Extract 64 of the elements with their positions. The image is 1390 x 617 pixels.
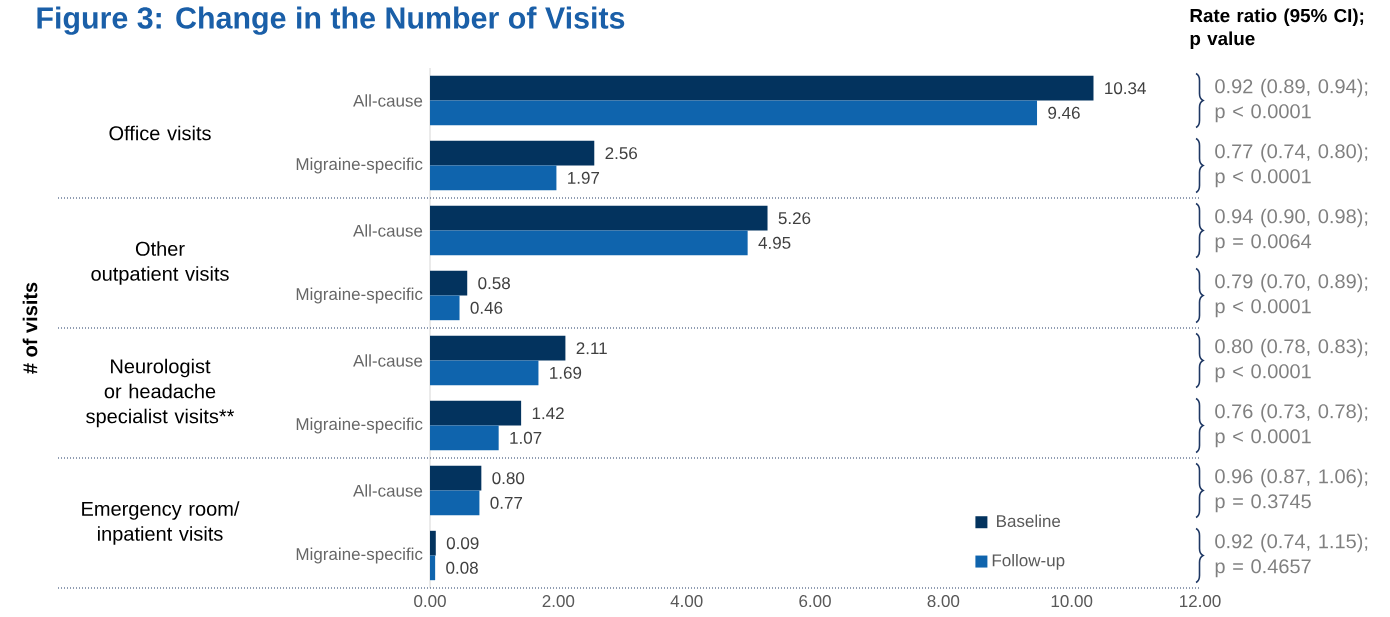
chart-title: Figure 3: Change in the Number of Visits	[37, 6, 625, 35]
text: 0.92 (0.74, 1.15); p = 0.4657	[1215, 533, 1368, 578]
bar	[430, 335, 566, 361]
text: 0.92 (0.89, 0.94); p < 0.0001	[1215, 78, 1368, 123]
data-label: 0.58	[478, 277, 510, 290]
y-tick-label: All-cause	[353, 484, 423, 497]
data-label: 1.97	[568, 171, 600, 184]
bar	[430, 465, 482, 491]
bar	[430, 295, 460, 321]
data-label: 0.08	[446, 561, 478, 574]
text: Rate ratio (95% CI); p value	[1190, 8, 1364, 49]
x-tick-label: 12.00	[1180, 595, 1221, 608]
x-tick-label: 6.00	[799, 595, 831, 608]
y-tick-label: Migraine-specific	[296, 287, 423, 304]
x-tick-label: 0.00	[414, 595, 446, 608]
bar	[430, 230, 748, 256]
bar	[430, 360, 539, 386]
data-label: 0.77	[490, 496, 523, 509]
x-tick-label: 2.00	[542, 595, 575, 608]
text: 0.96 (0.87, 1.06); p = 0.3745	[1215, 468, 1368, 513]
text: 0.77 (0.74, 0.80); p < 0.0001	[1215, 143, 1368, 188]
x-tick-label: 4.00	[670, 595, 703, 608]
text: 0.79 (0.70, 0.89); p < 0.0001	[1215, 273, 1368, 318]
bar	[430, 530, 436, 556]
text: Neurologist or headache specialist visits**	[86, 358, 235, 428]
text: Emergency room/ inpatient visits	[82, 501, 240, 545]
data-label: 9.46	[1048, 106, 1080, 119]
bar	[430, 555, 436, 581]
bar	[430, 425, 499, 451]
text: Other outpatient visits	[91, 241, 229, 285]
text: 0.80 (0.78, 0.83); p < 0.0001	[1215, 338, 1368, 383]
bar	[430, 270, 468, 296]
y-tick-label: Migraine-specific	[296, 417, 423, 434]
data-label: 2.56	[605, 147, 638, 160]
y-tick-label: Migraine-specific	[296, 547, 423, 564]
x-tick-label: 8.00	[927, 595, 960, 608]
bar	[430, 205, 768, 231]
data-label: 0.09	[446, 537, 479, 550]
bar	[430, 140, 595, 166]
data-label: 1.42	[532, 407, 564, 420]
bar	[430, 75, 1094, 101]
bar	[430, 490, 480, 516]
data-label: 2.11	[576, 342, 607, 355]
data-label: 0.80	[492, 472, 525, 485]
legend-label: Baseline	[997, 514, 1061, 528]
data-label: 4.95	[758, 236, 791, 249]
data-label: 1.07	[510, 431, 542, 444]
data-label: 5.26	[778, 212, 811, 225]
data-label: 1.69	[550, 366, 582, 379]
text: # of visits	[22, 282, 38, 374]
y-tick-label: All-cause	[353, 224, 423, 237]
text: 0.76 (0.73, 0.78); p < 0.0001	[1215, 403, 1368, 448]
legend-label: Follow-up	[992, 553, 1065, 570]
text: Office visits	[109, 125, 211, 141]
y-tick-label: All-cause	[353, 94, 423, 107]
x-tick-label: 10.00	[1051, 595, 1093, 608]
bar	[430, 400, 522, 426]
text: 0.94 (0.90, 0.98); p = 0.0064	[1215, 208, 1368, 253]
data-label: 10.34	[1105, 82, 1146, 95]
y-tick-label: Migraine-specific	[296, 157, 423, 174]
bar	[430, 100, 1038, 126]
y-tick-label: All-cause	[353, 354, 423, 367]
data-label: 0.46	[470, 301, 503, 314]
bar	[430, 165, 557, 191]
